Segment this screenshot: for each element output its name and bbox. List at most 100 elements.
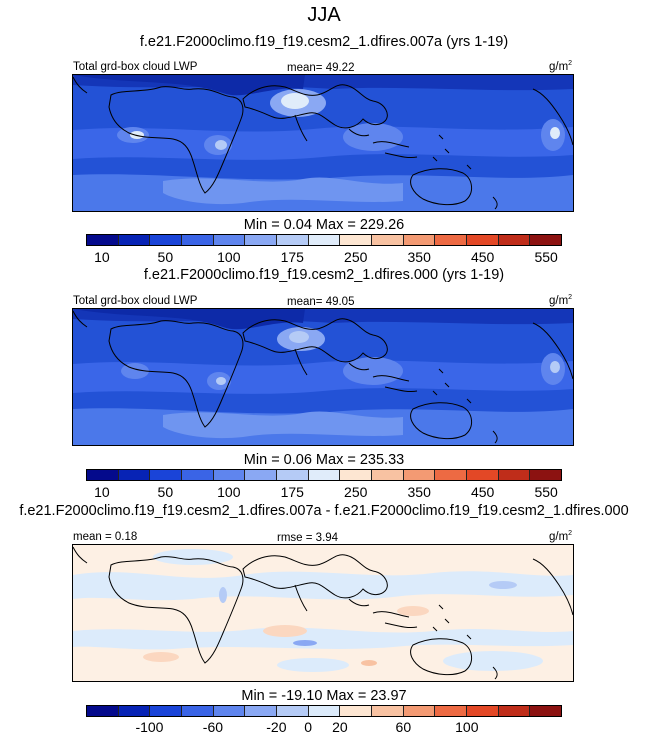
panel2-map bbox=[72, 308, 574, 446]
colorbar-tick-label: -20 bbox=[266, 719, 287, 735]
colorbar-swatch bbox=[467, 706, 499, 716]
panel3-mean-label: mean = 0.18 bbox=[73, 531, 137, 543]
panel3-rmse-key: rmse = bbox=[277, 532, 313, 544]
colorbar-tick-label: 100 bbox=[217, 484, 241, 500]
colorbar-swatch bbox=[308, 470, 341, 480]
colorbar-swatch bbox=[182, 235, 214, 245]
colorbar-swatch bbox=[150, 470, 183, 480]
colorbar-tick-label: 350 bbox=[407, 249, 431, 265]
colorbar-swatch bbox=[277, 235, 309, 245]
panel1-map bbox=[72, 74, 574, 212]
colorbar-tick-label: 175 bbox=[280, 249, 304, 265]
colorbar-tick-label: 20 bbox=[332, 719, 348, 735]
colorbar-swatch bbox=[118, 706, 151, 716]
colorbar-tick-label: 175 bbox=[280, 484, 304, 500]
colorbar-swatch bbox=[277, 706, 309, 716]
colorbar-swatch bbox=[372, 470, 404, 480]
colorbar-tick-label: 350 bbox=[407, 484, 431, 500]
colorbar-swatch bbox=[308, 235, 341, 245]
colorbar-swatch bbox=[245, 235, 278, 245]
panel2-map-field bbox=[73, 309, 573, 445]
colorbar-swatch bbox=[435, 235, 468, 245]
colorbar-swatch bbox=[530, 470, 562, 480]
panel2-mean-value: 49.05 bbox=[325, 296, 355, 308]
colorbar-tick-label: 50 bbox=[157, 249, 174, 265]
panel2-minmax: Min = 0.06 Max = 235.33 bbox=[243, 452, 405, 468]
panel1-colorbar-ticks: 10 50 100 175 250 350 450 550 bbox=[86, 249, 562, 265]
colorbar-tick-label: 550 bbox=[534, 249, 558, 265]
panel1-title: f.e21.F2000climo.f19_f19.cesm2_1.dfires.… bbox=[139, 34, 509, 50]
colorbar-tick-label: 250 bbox=[344, 484, 368, 500]
panel2-units-base: g/m bbox=[549, 294, 569, 307]
panel2-mean-key: mean= bbox=[287, 296, 323, 308]
panel2-mean-label: mean= 49.05 bbox=[287, 296, 354, 308]
colorbar-swatch bbox=[403, 235, 436, 245]
panel3-units-exp: 2 bbox=[568, 530, 573, 537]
panel1-mean-key: mean= bbox=[287, 62, 323, 74]
colorbar-swatch bbox=[340, 706, 373, 716]
colorbar-swatch bbox=[340, 235, 373, 245]
colorbar-swatch bbox=[498, 706, 531, 716]
panel2-title: f.e21.F2000climo.f19_f19.cesm2_1.dfires.… bbox=[143, 267, 505, 283]
panel2-variable-label: Total grd-box cloud LWP bbox=[73, 295, 198, 307]
colorbar-tick-label: -100 bbox=[135, 719, 164, 735]
panel2-units-exp: 2 bbox=[568, 294, 573, 301]
colorbar-swatch bbox=[308, 706, 341, 716]
colorbar-tick-label: 10 bbox=[94, 484, 110, 500]
panel2-units: g/m2 bbox=[549, 294, 572, 307]
panel1-units: g/m2 bbox=[549, 60, 572, 73]
panel1-mean-value: 49.22 bbox=[325, 62, 355, 74]
colorbar-swatch bbox=[150, 235, 183, 245]
colorbar-swatch bbox=[245, 470, 278, 480]
colorbar-swatch bbox=[245, 706, 278, 716]
colorbar-swatch bbox=[467, 235, 499, 245]
panel2-colorbar-ticks: 10 50 100 175 250 350 450 550 bbox=[86, 484, 562, 500]
colorbar-tick-label: 50 bbox=[157, 484, 174, 500]
colorbar-tick-label: 100 bbox=[217, 249, 241, 265]
colorbar-tick-label: 10 bbox=[94, 249, 110, 265]
colorbar-swatch bbox=[372, 235, 404, 245]
colorbar-swatch bbox=[498, 235, 531, 245]
panel3-minmax: Min = -19.10 Max = 23.97 bbox=[241, 688, 407, 704]
colorbar-tick-label: 450 bbox=[470, 484, 495, 500]
colorbar-swatch bbox=[118, 235, 151, 245]
panel3-colorbar bbox=[86, 705, 562, 717]
panel3-map bbox=[72, 544, 574, 682]
colorbar-swatch bbox=[403, 706, 436, 716]
colorbar-swatch bbox=[182, 706, 214, 716]
panel3-mean-key: mean = bbox=[73, 531, 112, 543]
colorbar-swatch bbox=[277, 470, 309, 480]
colorbar-tick-label: 60 bbox=[395, 719, 412, 735]
panel3-rmse-label: rmse = 3.94 bbox=[277, 532, 338, 544]
panel3-colorbar-ticks: -100 -60 -20 0 20 60 100 bbox=[86, 719, 562, 735]
colorbar-swatch bbox=[372, 706, 404, 716]
panel2-colorbar bbox=[86, 469, 562, 481]
panel3-units-base: g/m bbox=[549, 530, 569, 543]
colorbar-swatch bbox=[435, 706, 468, 716]
colorbar-swatch bbox=[213, 470, 246, 480]
colorbar-tick-label: 0 bbox=[304, 719, 313, 735]
colorbar-swatch bbox=[467, 470, 499, 480]
colorbar-swatch bbox=[530, 235, 562, 245]
colorbar-tick-label: -60 bbox=[202, 719, 224, 735]
colorbar-swatch bbox=[150, 706, 183, 716]
panel3-mean-value: 0.18 bbox=[114, 531, 138, 543]
panel3-title: f.e21.F2000climo.f19_f19.cesm2_1.dfires.… bbox=[19, 503, 629, 519]
colorbar-swatch bbox=[340, 470, 373, 480]
colorbar-swatch bbox=[182, 470, 214, 480]
colorbar-swatch bbox=[213, 235, 246, 245]
colorbar-swatch bbox=[498, 470, 531, 480]
panel3-rmse-value: 3.94 bbox=[315, 532, 339, 544]
colorbar-swatch bbox=[530, 706, 562, 716]
panel1-units-exp: 2 bbox=[568, 60, 573, 67]
colorbar-tick-label: 550 bbox=[534, 484, 558, 500]
colorbar-swatch bbox=[435, 470, 468, 480]
panel3-map-field bbox=[73, 545, 573, 681]
colorbar-tick-label: 250 bbox=[344, 249, 368, 265]
panel3-units: g/m2 bbox=[549, 530, 572, 543]
panel1-units-base: g/m bbox=[549, 60, 569, 73]
panel1-variable-label: Total grd-box cloud LWP bbox=[73, 61, 198, 73]
colorbar-swatch bbox=[403, 470, 436, 480]
colorbar-swatch bbox=[213, 706, 246, 716]
colorbar-tick-label: 100 bbox=[455, 719, 479, 735]
